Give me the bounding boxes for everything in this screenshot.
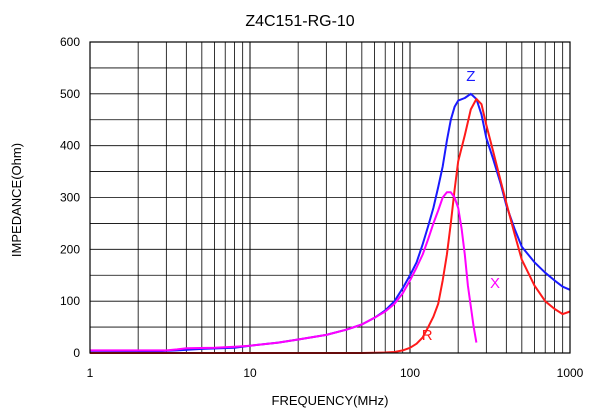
y-tick-label: 500 xyxy=(60,87,80,101)
x-tick-label: 100 xyxy=(400,366,420,380)
annotation-z: Z xyxy=(466,68,475,85)
y-tick-label: 100 xyxy=(60,294,80,308)
y-axis-title: IMPEDANCE(Ohm) xyxy=(9,143,24,257)
y-tick-label: 0 xyxy=(73,346,80,360)
chart-title: Z4C151-RG-10 xyxy=(245,13,354,30)
series-lines xyxy=(89,92,571,354)
annotation-r: R xyxy=(422,327,433,344)
x-tick-label: 1 xyxy=(87,366,94,380)
y-tick-label: 200 xyxy=(60,242,80,256)
y-tick-label: 300 xyxy=(60,191,80,205)
y-tick-label: 600 xyxy=(60,35,80,49)
y-tick-labels: 0 100 200 300 400 500 600 xyxy=(60,35,80,360)
plot-frame xyxy=(89,41,571,354)
x-tick-labels: 1 10 100 1000 xyxy=(87,366,584,380)
x-tick-label: 10 xyxy=(243,366,257,380)
y-tick-label: 400 xyxy=(60,139,80,153)
annotation-x: X xyxy=(490,275,500,292)
series-annotations: Z R X xyxy=(422,68,500,344)
x-tick-label: 1000 xyxy=(557,366,584,380)
series-line-r xyxy=(90,98,571,354)
grid-lines xyxy=(89,41,571,354)
x-axis-title: FREQUENCY(MHz) xyxy=(272,393,389,408)
series-line-x xyxy=(90,191,478,352)
